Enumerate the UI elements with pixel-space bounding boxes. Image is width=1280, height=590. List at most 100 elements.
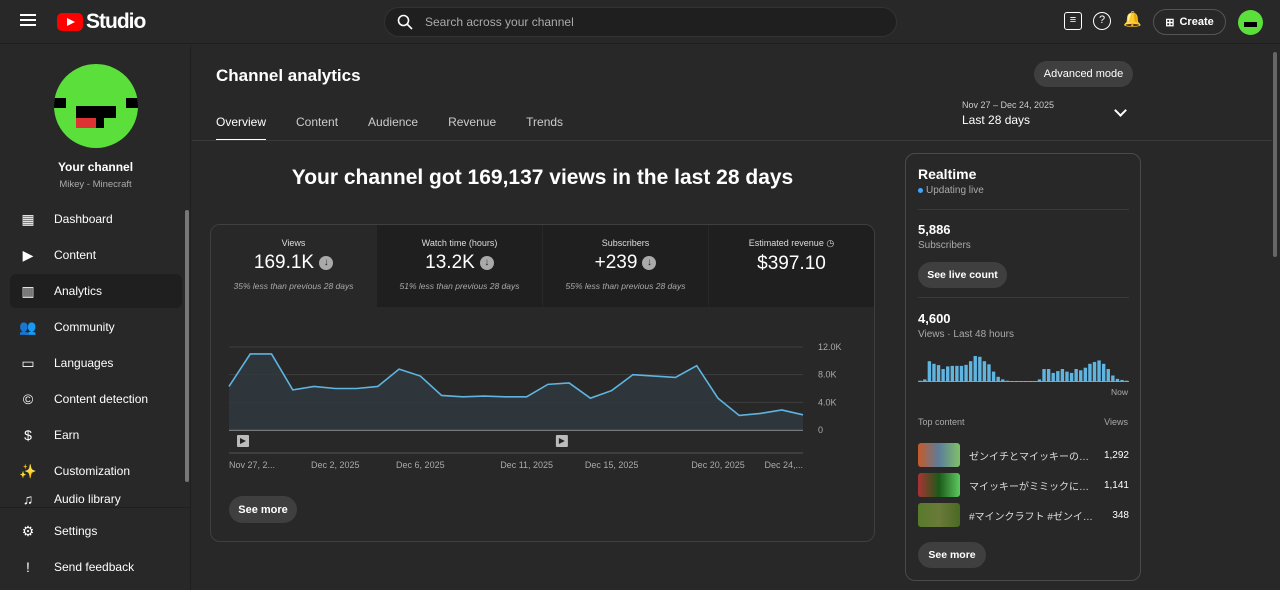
top-content-item[interactable]: マイッキーがミミックに… 1,141 (918, 472, 1129, 498)
tab-content[interactable]: Content (296, 115, 339, 129)
realtime-bar (1028, 381, 1032, 382)
realtime-bar (927, 361, 932, 382)
sidebar-item-settings[interactable]: ⚙ Settings (10, 514, 182, 548)
now-label: Now (1110, 387, 1128, 397)
realtime-bar (1033, 381, 1037, 382)
sidebar-item-languages[interactable]: ▭ Languages (10, 346, 182, 380)
sidebar-item-content[interactable]: ▶ Content (10, 238, 182, 272)
earn-icon: $ (24, 427, 32, 443)
realtime-bar (987, 364, 991, 382)
tab-overview[interactable]: Overview (216, 115, 267, 141)
realtime-bar (1101, 363, 1106, 382)
x-tick-label: Dec 15, 2025 (585, 460, 639, 470)
realtime-bar (1079, 370, 1083, 382)
search-icon (397, 14, 413, 30)
page-scrollbar[interactable] (1273, 52, 1277, 257)
realtime-bar (968, 361, 973, 382)
tab-audience[interactable]: Audience (368, 115, 419, 129)
top-content-label: Top content (918, 417, 965, 427)
metric-subscribers[interactable]: Subscribers +239 ↓ 55% less than previous 2… (542, 225, 708, 307)
x-tick-label: Dec 6, 2025 (396, 460, 445, 470)
sidebar-item-analytics[interactable]: ▥ Analytics (10, 274, 182, 308)
account-avatar[interactable] (1238, 10, 1263, 35)
realtime-bar (982, 361, 987, 382)
notifications-icon[interactable]: 🔔 (1123, 11, 1142, 28)
messages-icon[interactable]: ≡ (1064, 12, 1082, 30)
tabs-divider (192, 140, 1272, 141)
views-label: Views · Last 48 hours (918, 329, 1014, 340)
video-marker-icon[interactable] (555, 435, 568, 447)
customization-icon: ✨ (19, 462, 37, 479)
metric-views[interactable]: Views 169.1K ↓ 35% less than previous 28 da… (211, 225, 376, 307)
metric-watch-time[interactable]: Watch time (hours) 13.2K ↓ 51% less than pr… (376, 225, 542, 307)
metric-value: +239 (594, 252, 638, 273)
top-bar: Studio ≡ ? 🔔 ⊞Create (0, 0, 1280, 44)
create-button[interactable]: ⊞ Create (1153, 9, 1226, 35)
realtime-bar (1088, 363, 1092, 382)
menu-icon[interactable] (20, 14, 36, 26)
x-tick-label: Dec 2, 2025 (311, 460, 360, 470)
see-live-count-button[interactable]: See live count (918, 262, 1007, 288)
arrow-down-icon: ↓ (642, 256, 657, 270)
realtime-bar (936, 365, 941, 382)
sidebar-item-earn[interactable]: $ Earn (10, 418, 182, 452)
your-channel-label: Your channel (57, 160, 134, 174)
sidebar-item-community[interactable]: 👥 Community (19, 318, 115, 335)
realtime-subscribers: 5,886 (918, 222, 951, 237)
help-icon[interactable]: ? (1093, 12, 1111, 30)
settings-icon: ⚙ (21, 522, 35, 539)
realtime-bar (1005, 380, 1010, 382)
languages-icon: ▭ (21, 354, 35, 371)
views-headline: Your channel got 169,137 views in the la… (291, 166, 794, 189)
realtime-bar (955, 365, 959, 382)
area-fill (229, 353, 803, 430)
y-tick-label: 12.0K (818, 342, 842, 352)
realtime-bar (946, 366, 950, 382)
dashboard-icon: ▦ (21, 210, 35, 227)
status-text: Updating live (926, 185, 984, 196)
views-line (228, 353, 804, 417)
video-views: 348 (1112, 509, 1129, 521)
views-chart[interactable]: 12.0K 8.0K 4.0K 0 Nov 27, 2... Dec 2, 2025 Dec… (211, 335, 875, 485)
metric-value: 13.2K (425, 252, 475, 273)
arrow-down-icon: ↓ (319, 256, 334, 270)
video-title: ゼンイチとマイッキーの… (969, 451, 1089, 463)
metrics-card: Views 169.1K ↓ 35% less than previous 28 da… (210, 224, 875, 542)
video-thumbnail (918, 503, 960, 527)
tab-revenue[interactable]: Revenue (448, 115, 497, 129)
see-more-button[interactable]: See more (229, 496, 297, 523)
metric-revenue[interactable]: Estimated revenue ◷ $397.10 (708, 225, 874, 307)
tab-trends[interactable]: Trends (526, 115, 564, 129)
realtime-bar (1111, 375, 1115, 382)
video-views: 1,292 (1103, 449, 1129, 461)
realtime-status: Updating live (918, 185, 984, 196)
top-content-item[interactable]: ゼンイチとマイッキーの… 1,292 (918, 442, 1129, 468)
sidebar-item-customization[interactable]: ✨ Customization (19, 462, 131, 479)
advanced-mode-button[interactable]: Advanced mode (1034, 61, 1133, 87)
sidebar-item-send-feedback[interactable]: ! Send feedback (10, 550, 182, 584)
search-input[interactable] (425, 15, 865, 29)
channel-avatar[interactable] (54, 64, 138, 148)
realtime-see-more-button[interactable]: See more (918, 542, 986, 568)
video-marker-icon[interactable] (237, 435, 249, 447)
date-range[interactable]: Nov 27 – Dec 24, 2025 (962, 100, 1055, 110)
y-tick-label: 8.0K (818, 370, 837, 380)
realtime-views: 4,600 (918, 311, 951, 326)
realtime-bar (1051, 372, 1055, 382)
metric-change: 55% less than previous 28 days (565, 281, 686, 291)
studio-logo[interactable]: Studio (57, 10, 146, 34)
analytics-icon: ▥ (21, 282, 35, 299)
sidebar-item-audio-library[interactable]: ♫ Audio library (10, 490, 182, 507)
sidebar-item-dashboard[interactable]: ▦ Dashboard (10, 202, 182, 236)
sidebar-item-content-detection[interactable]: © Content detection (10, 382, 182, 416)
date-range-label[interactable]: Last 28 days (962, 113, 1031, 127)
sidebar-scrollbar[interactable] (185, 210, 189, 482)
top-content-item[interactable]: #マインクラフト #ゼンイ… 348 (918, 502, 1129, 528)
channel-name: Mikey - Minecraft (59, 179, 132, 190)
chevron-down-icon[interactable] (1114, 104, 1127, 117)
realtime-bar (941, 369, 945, 382)
video-views: 1,141 (1103, 479, 1129, 491)
realtime-bar (1046, 369, 1051, 382)
search-bar[interactable] (384, 7, 897, 37)
x-tick-label: Dec 11, 2025 (500, 460, 553, 470)
